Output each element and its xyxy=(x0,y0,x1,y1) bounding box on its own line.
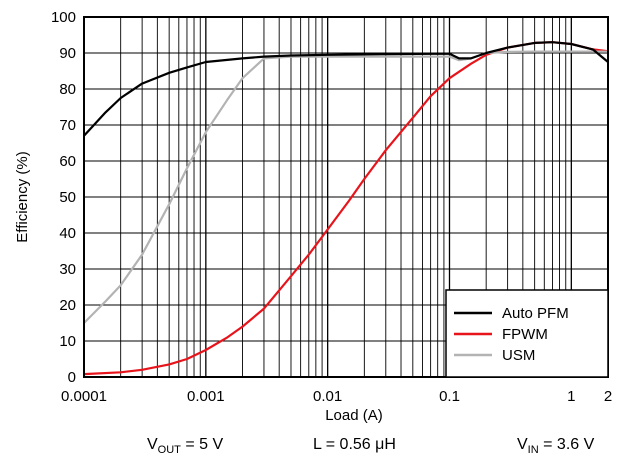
x-tick-label: 0.0001 xyxy=(61,388,107,405)
x-tick-label: 2 xyxy=(604,388,612,405)
inductor-value: L = 0.56 μH xyxy=(313,436,396,453)
y-tick-label: 50 xyxy=(59,189,76,206)
y-tick-label: 100 xyxy=(51,9,76,26)
vin-value: = 3.6 V xyxy=(543,436,595,453)
vout-condition: VOUT = 5 V xyxy=(147,436,223,456)
series-line-auto-pfm xyxy=(83,41,609,137)
y-tick-label: 90 xyxy=(59,45,76,62)
series-line-usm xyxy=(83,50,608,324)
vout-subscript: OUT xyxy=(157,444,181,457)
y-tick-label: 40 xyxy=(59,225,76,242)
y-tick-label: 80 xyxy=(59,81,76,98)
x-axis-label: Load (A) xyxy=(325,407,383,424)
y-axis-label: Efficiency (%) xyxy=(14,151,31,242)
x-tick-label: 1 xyxy=(567,388,575,405)
inductor-condition: L = 0.56 μH xyxy=(313,436,396,454)
x-tick-label: 0.01 xyxy=(313,388,342,405)
x-tick-label: 0.001 xyxy=(187,388,225,405)
y-tick-label: 20 xyxy=(59,297,76,314)
legend-label: USM xyxy=(502,347,535,364)
vout-letter: V xyxy=(147,436,158,453)
x-tick-labels: 0.0001 0.001 0.01 0.1 1 2 xyxy=(61,388,612,405)
x-tick-label: 0.1 xyxy=(439,388,460,405)
plot-frame xyxy=(83,16,609,378)
legend: Auto PFM FPWM USM xyxy=(445,289,609,378)
series-layer xyxy=(83,41,609,376)
vout-value: = 5 V xyxy=(185,436,224,453)
y-tick-label: 10 xyxy=(59,333,76,350)
vin-condition: VIN = 3.6 V xyxy=(517,436,594,456)
y-tick-label: 70 xyxy=(59,117,76,134)
vin-letter: V xyxy=(517,436,528,453)
y-tick-label: 30 xyxy=(59,261,76,278)
y-tick-labels: 0 10 20 30 40 50 60 70 80 90 100 xyxy=(51,9,76,386)
vin-subscript: IN xyxy=(527,444,539,457)
y-tick-label: 60 xyxy=(59,153,76,170)
legend-label: Auto PFM xyxy=(502,305,569,322)
legend-label: FPWM xyxy=(502,326,548,343)
y-tick-label: 0 xyxy=(68,369,76,386)
